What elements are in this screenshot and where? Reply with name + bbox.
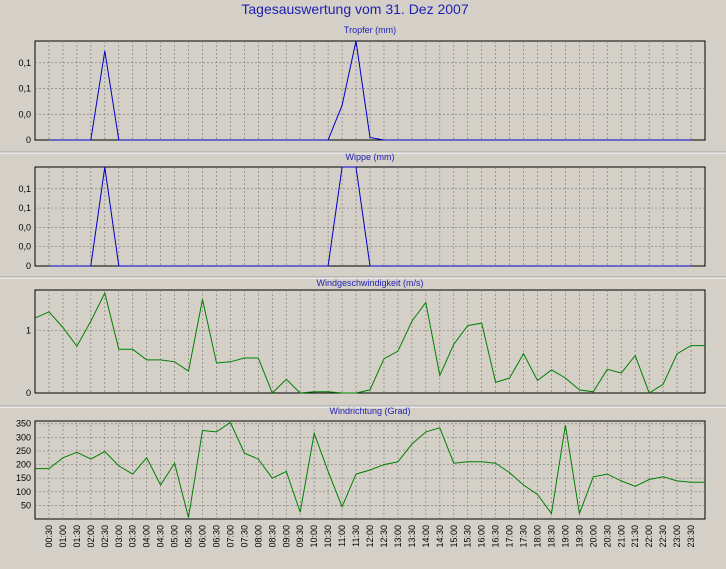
y-tick-label: 0 (26, 261, 31, 271)
x-tick-label: 22:30 (658, 525, 668, 548)
x-tick-label: 13:30 (407, 525, 417, 548)
y-tick-label: 0,1 (18, 184, 31, 194)
x-tick-label: 00:30 (44, 525, 54, 548)
x-tick-label: 01:00 (58, 525, 68, 548)
x-tick-label: 07:00 (225, 525, 235, 548)
x-tick-label: 10:30 (323, 525, 333, 548)
series-line (35, 421, 705, 518)
x-tick-label: 01:30 (72, 525, 82, 548)
x-tick-label: 12:30 (379, 525, 389, 548)
x-tick-label: 14:00 (421, 525, 431, 548)
chart-title: Tropfer (mm) (344, 25, 396, 35)
y-tick-label: 0,1 (18, 84, 31, 94)
x-tick-label: 02:30 (100, 525, 110, 548)
y-tick-label: 0,1 (18, 58, 31, 68)
plot-area (34, 289, 706, 394)
x-tick-label: 16:00 (477, 525, 487, 548)
x-tick-label: 06:30 (211, 525, 221, 548)
x-tick-label: 18:00 (533, 525, 543, 548)
chart-title: Windrichtung (Grad) (329, 406, 410, 416)
series-line (34, 291, 705, 394)
x-tick-label: 04:00 (142, 525, 152, 548)
chart-panel-1: Tropfer (mm) 0,1 0,1 0,0 0 (18, 25, 706, 145)
x-tick-label: 07:30 (239, 525, 249, 548)
x-tick-label: 20:30 (602, 525, 612, 548)
x-tick-label: 13:00 (393, 525, 403, 548)
x-tick-label: 14:30 (435, 525, 445, 548)
x-tick-label: 20:00 (588, 525, 598, 548)
chart-panel-3: Windgeschwindigkeit (m/s) 1 0 (26, 278, 706, 398)
y-tick-label: 250 (16, 446, 31, 456)
x-tick-label: 06:00 (198, 525, 208, 548)
x-tick-label: 22:00 (644, 525, 654, 548)
x-tick-label: 17:00 (505, 525, 515, 548)
x-tick-label: 03:30 (128, 525, 138, 548)
y-tick-label: 0 (26, 135, 31, 145)
x-tick-label: 05:00 (170, 525, 180, 548)
y-tick-label: 0 (26, 388, 31, 398)
x-tick-label: 23:00 (672, 525, 682, 548)
x-tick-label: 19:00 (560, 525, 570, 548)
x-tick-label: 18:30 (546, 525, 556, 548)
y-tick-label: 350 (16, 419, 31, 429)
x-tick-label: 09:30 (295, 525, 305, 548)
x-tick-label: 11:30 (351, 525, 361, 547)
x-tick-label: 03:00 (114, 525, 124, 548)
chart-panel-4: Windrichtung (Grad) 350 300 250 200 150 100 50 (16, 406, 706, 520)
x-tick-label: 11:00 (337, 525, 347, 547)
y-tick-label: 1 (26, 326, 31, 336)
x-tick-label: 16:30 (491, 525, 501, 548)
y-tick-label: 300 (16, 432, 31, 442)
x-tick-label: 17:30 (519, 525, 529, 548)
y-tick-label: 200 (16, 460, 31, 470)
x-tick-label: 15:00 (449, 525, 459, 548)
y-tick-label: 50 (21, 500, 31, 510)
chart-panel-2: Wippe (mm) 0,1 0,1 0,0 0,0 0 (18, 152, 706, 271)
x-tick-label: 08:30 (267, 525, 277, 548)
x-tick-label: 21:00 (616, 525, 626, 548)
x-tick-label: 19:30 (574, 525, 584, 548)
x-tick-label: 12:00 (365, 525, 375, 548)
y-tick-label: 0,1 (18, 203, 31, 213)
x-tick-label: 15:30 (463, 525, 473, 548)
x-tick-label: 23:30 (686, 525, 696, 548)
y-tick-label: 150 (16, 473, 31, 483)
series-line (49, 40, 691, 141)
x-tick-label: 04:30 (156, 525, 166, 548)
y-tick-label: 0,0 (18, 222, 31, 232)
y-tick-label: 100 (16, 487, 31, 497)
page-title: Tagesauswertung vom 31. Dez 2007 (241, 1, 468, 17)
x-tick-label: 08:00 (253, 525, 263, 548)
x-tick-label: 09:00 (281, 525, 291, 548)
x-tick-label: 10:00 (309, 525, 319, 548)
y-tick-label: 0,0 (18, 242, 31, 252)
x-tick-label: 21:30 (630, 525, 640, 548)
x-tick-label: 05:30 (184, 525, 194, 548)
chart-title: Wippe (mm) (346, 152, 395, 162)
chart-title: Windgeschwindigkeit (m/s) (316, 278, 423, 288)
x-tick-label: 02:00 (86, 525, 96, 548)
series-line (49, 166, 691, 267)
y-tick-label: 0,0 (18, 109, 31, 119)
